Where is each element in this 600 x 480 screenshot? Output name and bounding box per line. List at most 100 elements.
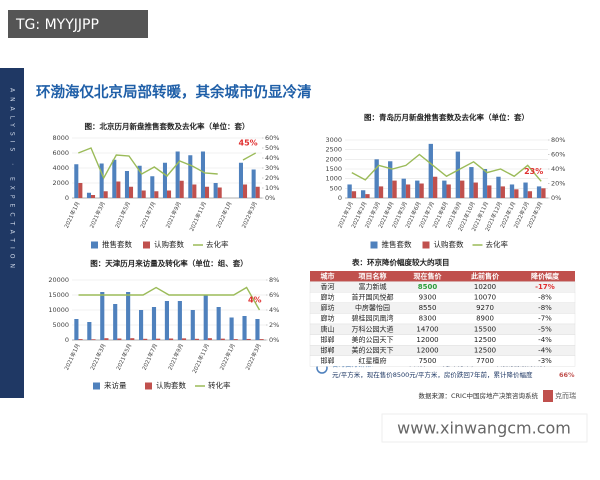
table-title: 表：环京降价幅度较大的项目	[352, 257, 450, 267]
bar	[246, 338, 251, 340]
table-row-bg	[309, 334, 576, 346]
bar	[213, 183, 218, 198]
bar	[103, 191, 108, 198]
legend-label: 转化率	[208, 380, 231, 390]
legend-label: 去化率	[486, 239, 509, 249]
table-cell: -8%	[538, 304, 552, 312]
bar	[446, 184, 451, 198]
bar	[509, 184, 515, 198]
annotation: 45%	[239, 139, 258, 148]
y-tick-label: 1000	[325, 175, 342, 183]
bar	[99, 163, 104, 198]
bar	[167, 190, 172, 198]
y2-tick-label: 0%	[265, 194, 275, 202]
bar	[536, 186, 542, 198]
bar	[124, 171, 129, 198]
bar	[169, 338, 174, 340]
legend-swatch	[93, 382, 100, 390]
table-row-bg	[309, 355, 576, 367]
bar	[129, 186, 134, 198]
bar	[91, 195, 96, 198]
table-cell: 7700	[476, 357, 494, 365]
bar	[233, 339, 238, 340]
y2-tick-label: 20%	[551, 180, 565, 188]
legend-swatch	[370, 241, 378, 249]
bar	[175, 151, 180, 198]
bar	[523, 182, 528, 198]
y2-tick-label: 40%	[265, 154, 279, 162]
table-row-bg	[309, 345, 576, 357]
y2-tick-label: 8%	[269, 276, 279, 284]
bar	[216, 307, 221, 340]
bar	[203, 295, 208, 340]
bar	[91, 339, 96, 340]
x-tick-label: 2021年9月	[166, 342, 185, 371]
table-row-bg	[309, 292, 576, 304]
x-tick-label: 2021年1月	[62, 342, 81, 371]
table-cell: 红星檀府	[359, 356, 387, 365]
x-tick-label: 2022年1月	[218, 342, 237, 371]
y2-tick-label: 2%	[269, 321, 279, 329]
bar	[378, 186, 384, 198]
legend-label: 去化率	[206, 239, 229, 249]
bar	[78, 183, 83, 198]
bar	[162, 162, 167, 198]
y-tick-label: 0	[65, 194, 69, 202]
bar	[177, 301, 182, 340]
y-tick-label: 10000	[48, 306, 69, 314]
bar	[514, 189, 519, 198]
bar	[415, 180, 420, 198]
legend-label: 认购套数	[434, 239, 464, 249]
bar	[126, 292, 131, 340]
bar	[181, 338, 187, 340]
bar	[141, 190, 146, 198]
bar	[74, 164, 79, 198]
table-header-cell: 此前售价	[471, 271, 500, 280]
y-tick-label: 4000	[52, 164, 69, 172]
x-tick-label: 2022年1月	[214, 200, 233, 229]
y2-tick-label: 10%	[265, 184, 279, 192]
note-highlight: 66%	[559, 371, 575, 379]
bar	[374, 159, 379, 198]
bar	[360, 190, 366, 198]
table-header-cell: 项目名称	[359, 271, 387, 280]
y-tick-label: 0	[338, 194, 342, 202]
chart-title: 图：青岛历月新盘推售套数及去化率（单位：套）	[364, 112, 529, 122]
bar	[259, 339, 264, 340]
table-cell: 富力新城	[359, 282, 387, 291]
table-cell: 14700	[416, 325, 438, 333]
bar	[116, 181, 121, 198]
table-cell: 廊坊	[321, 293, 335, 302]
legend-swatch	[422, 241, 430, 249]
y-tick-label: 5000	[52, 321, 69, 329]
table-cell: 12500	[474, 347, 496, 355]
bar	[74, 319, 79, 340]
chart-title: 图：天津历月来访量及转化率（单位：组、套）	[90, 258, 248, 268]
bar	[100, 292, 105, 340]
table-row-bg	[309, 323, 576, 335]
legend-swatch	[91, 241, 98, 249]
watermark-top: TG: MYYJJPP	[15, 17, 99, 33]
note-line: 元/平方米，现在售价8500元/平方米，房价跌回7年前，累计降价幅度	[332, 370, 533, 379]
y2-tick-label: 0%	[551, 194, 561, 202]
table-cell: 9270	[476, 304, 494, 312]
table-cell: -17%	[535, 283, 555, 291]
y-tick-label: 2000	[52, 179, 69, 187]
x-tick-label: 2021年11月	[190, 342, 211, 374]
line	[78, 147, 257, 180]
bar	[113, 304, 118, 340]
legend-label: 推售套数	[102, 239, 132, 249]
legend-label: 推售套数	[382, 239, 412, 249]
table-cell: 12000	[416, 336, 438, 344]
bar	[473, 182, 478, 198]
legend-label: 认购套数	[156, 380, 186, 390]
bar	[138, 310, 144, 340]
y-tick-label: 8000	[52, 134, 69, 142]
bar	[242, 316, 247, 340]
bar	[255, 319, 260, 340]
table-cell: 8900	[476, 315, 494, 323]
table-header-bg	[310, 271, 575, 282]
table-header-cell: 现在售价	[414, 271, 443, 280]
table-cell: 万科公园大道	[352, 324, 394, 333]
bar	[428, 143, 433, 198]
